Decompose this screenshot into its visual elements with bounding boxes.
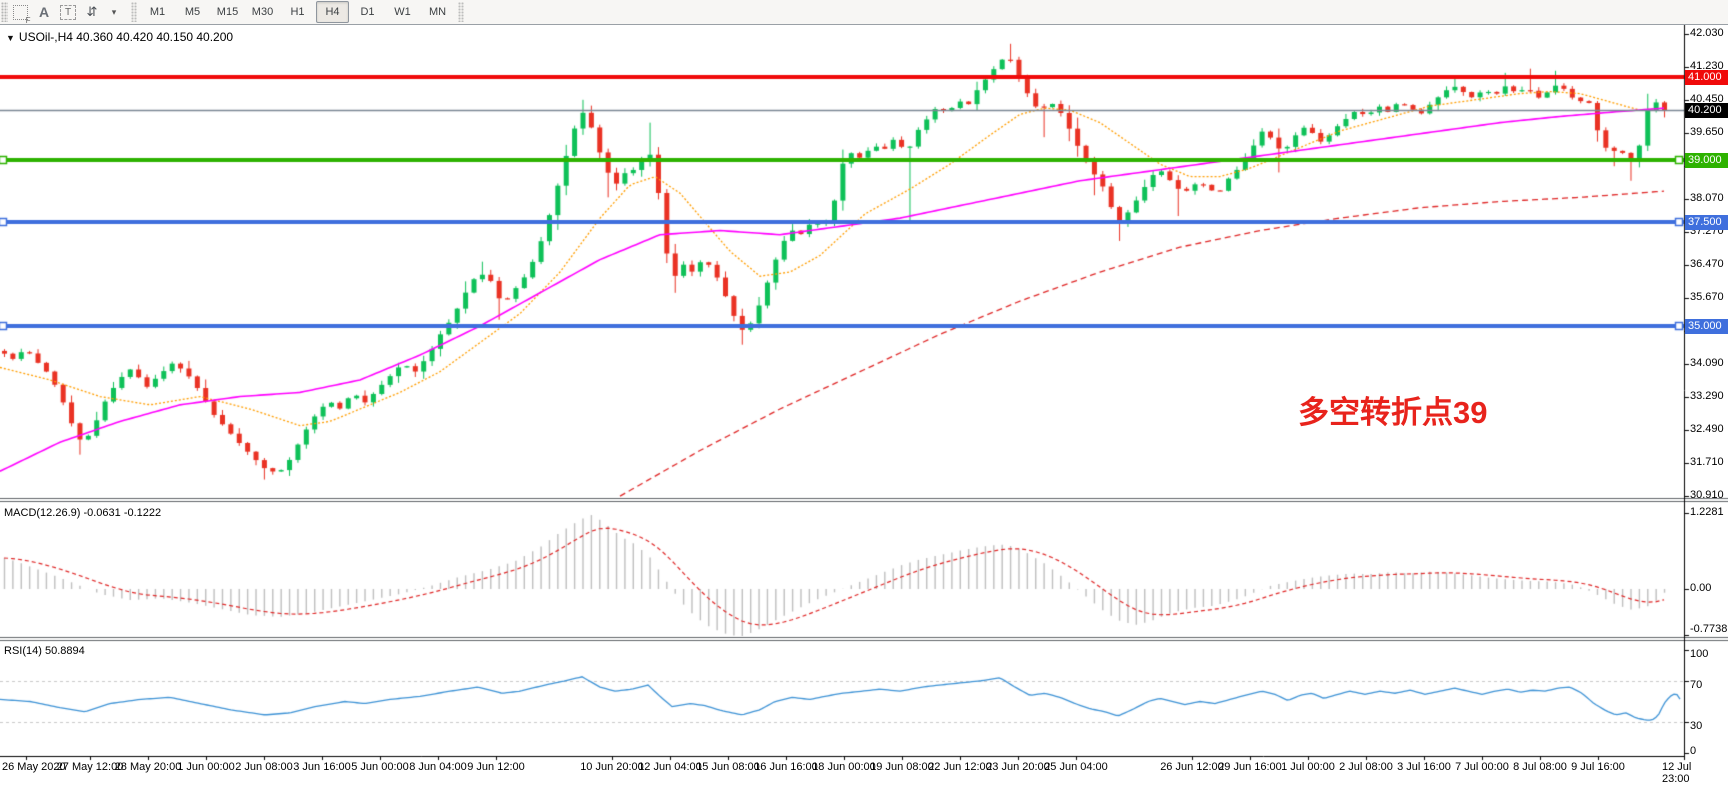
toolbar: F A T ⇵ ▾ M1 M5 M15 M30 H1 H4 D1 W1 MN [0, 0, 1728, 25]
time-tick-label: 7 Jul 00:00 [1455, 761, 1509, 773]
time-tick-label: 3 Jun 16:00 [293, 761, 351, 773]
rsi-tick-label: 100 [1690, 648, 1709, 660]
rsi-tick-label: 0 [1690, 745, 1697, 757]
time-tick-label: 8 Jun 04:00 [409, 761, 467, 773]
macd-tick-label: 0.00 [1690, 582, 1712, 594]
chart-title: ▼ USOil-,H4 40.360 40.420 40.150 40.200 [6, 30, 233, 44]
time-tick-label: 9 Jul 16:00 [1571, 761, 1625, 773]
price-line-badge: 37.500 [1685, 214, 1728, 230]
toolbar-separator [458, 2, 464, 22]
toolbar-grip[interactable] [1, 2, 8, 22]
macd-indicator-label: MACD(12.26.9) -0.0631 -0.1222 [4, 507, 162, 519]
rsi-indicator-label: RSI(14) 50.8894 [4, 645, 85, 657]
time-tick-label: 5 Jun 00:00 [351, 761, 409, 773]
arrows-tool-icon[interactable]: ⇵ [86, 4, 98, 19]
timeframe-button-m15[interactable]: M15 [216, 6, 239, 18]
time-tick-label: 25 Jun 04:00 [1044, 761, 1108, 773]
arrows-dropdown-caret-icon[interactable]: ▾ [111, 6, 117, 17]
toolbar-separator [131, 2, 137, 22]
time-tick-label: 3 Jul 16:00 [1397, 761, 1451, 773]
time-tick-label: 27 May 12:00 [56, 761, 124, 773]
price-line-badge: 41.000 [1685, 69, 1728, 85]
price-tick-label: 42.030 [1690, 27, 1724, 40]
time-tick-label: 8 Jul 08:00 [1513, 761, 1567, 773]
time-tick-label: 26 May 2020 [2, 761, 66, 773]
time-tick-label: 23 Jun 20:00 [986, 761, 1050, 773]
chart-annotation: 多空转折点39 [1298, 395, 1488, 430]
time-tick-label: 9 Jun 12:00 [467, 761, 525, 773]
chart-area: ▼ USOil-,H4 40.360 40.420 40.150 40.200 M… [0, 25, 1728, 792]
timeframe-button-m30[interactable]: M30 [251, 6, 274, 18]
time-tick-label: 2 Jun 08:00 [235, 761, 293, 773]
price-tick-label: 36.470 [1690, 257, 1724, 270]
timeframe-button-m1[interactable]: M1 [149, 6, 166, 18]
price-line-badge: 35.000 [1685, 318, 1728, 334]
timeframe-button-mn[interactable]: MN [428, 6, 447, 18]
time-tick-label: 1 Jun 00:00 [177, 761, 235, 773]
chevron-down-icon[interactable]: ▼ [6, 33, 15, 43]
time-tick-label: 28 May 20:00 [114, 761, 182, 773]
time-tick-label: 10 Jun 20:00 [580, 761, 644, 773]
time-tick-label: 2 Jul 08:00 [1339, 761, 1393, 773]
macd-tick-label: 1.2281 [1690, 505, 1724, 518]
time-tick-label: 1 Jul 00:00 [1281, 761, 1335, 773]
time-tick-label: 29 Jun 16:00 [1218, 761, 1282, 773]
time-tick-label: 18 Jun 00:00 [812, 761, 876, 773]
price-tick-label: 31.710 [1690, 455, 1724, 468]
price-tick-label: 35.670 [1690, 291, 1724, 304]
time-tick-label: 12 Jul 23:00 [1662, 761, 1692, 785]
timeframe-button-w1[interactable]: W1 [394, 6, 411, 18]
timeframe-button-h4[interactable]: H4 [316, 1, 349, 23]
time-tick-label: 19 Jun 08:00 [870, 761, 934, 773]
price-line-badge: 39.000 [1685, 152, 1728, 168]
time-tick-label: 12 Jun 04:00 [638, 761, 702, 773]
price-tick-label: 41.230 [1690, 60, 1724, 73]
rsi-tick-label: 70 [1690, 678, 1703, 691]
drawing-tools-group: F A T ⇵ ▾ [8, 2, 128, 25]
price-line-badge: 40.200 [1685, 102, 1728, 118]
price-tick-label: 38.070 [1690, 191, 1724, 204]
time-tick-label: 16 Jun 16:00 [754, 761, 818, 773]
time-tick-label: 22 Jun 12:00 [928, 761, 992, 773]
chart-title-text: USOil-,H4 40.360 40.420 40.150 40.200 [18, 30, 234, 44]
timeframe-button-h1[interactable]: H1 [290, 6, 305, 18]
time-tick-label: 26 Jun 12:00 [1160, 761, 1224, 773]
timeframe-buttons-group: M1 M5 M15 M30 H1 H4 D1 W1 MN [140, 1, 455, 23]
text-box-icon[interactable]: T [56, 2, 80, 23]
text-label-icon[interactable]: A [38, 4, 50, 20]
price-tick-label: 33.290 [1690, 389, 1724, 402]
timeframe-button-d1[interactable]: D1 [360, 6, 375, 18]
price-tick-label: 32.490 [1690, 423, 1724, 436]
rsi-tick-label: 30 [1690, 720, 1703, 733]
price-tick-label: 39.650 [1690, 126, 1724, 139]
timeframe-button-m5[interactable]: M5 [184, 6, 201, 18]
time-tick-label: 15 Jun 08:00 [696, 761, 760, 773]
price-tick-label: 40.450 [1690, 92, 1724, 105]
chart-canvas[interactable] [0, 25, 1728, 792]
anchor-f-icon[interactable]: F [8, 2, 32, 25]
price-tick-label: 34.090 [1690, 356, 1724, 369]
macd-tick-label: -0.7738 [1690, 623, 1728, 635]
price-tick-label: 30.910 [1690, 488, 1724, 501]
